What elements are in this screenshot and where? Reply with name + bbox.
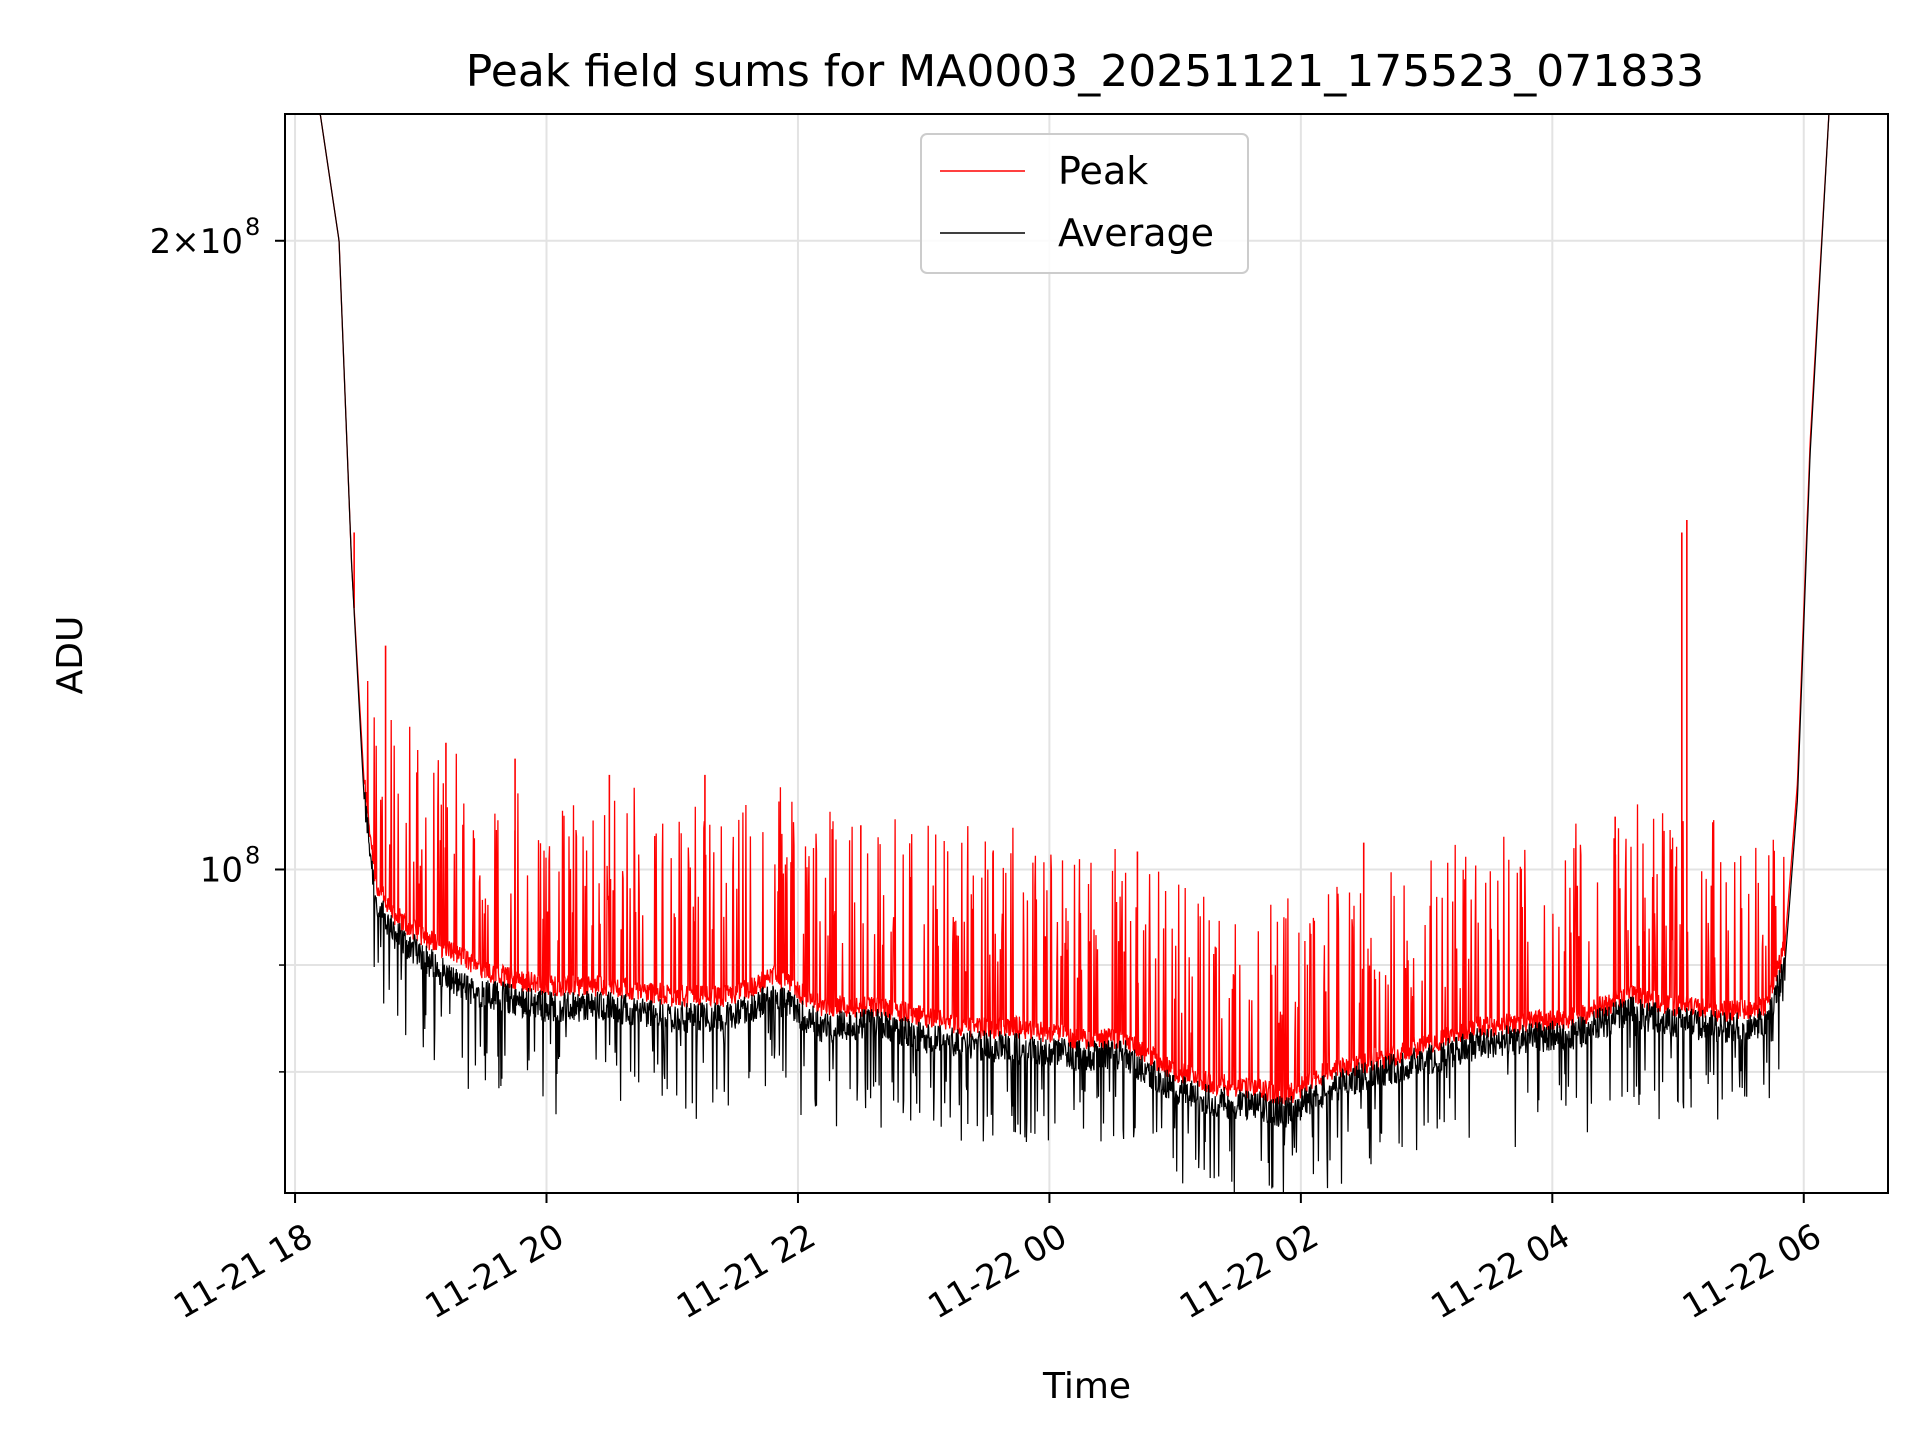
- plot-frame: [284, 113, 1889, 1194]
- y-axis-label: ADU: [50, 616, 91, 695]
- legend-label-peak: Peak: [1058, 149, 1148, 193]
- series-layer: [285, 113, 1888, 1194]
- legend: Peak Average: [920, 133, 1249, 274]
- series-line-peak: [285, 113, 1888, 1105]
- y-tick-label: 10: [200, 850, 243, 890]
- y-axis: 10 82×10 8: [150, 213, 285, 1073]
- y-tick-exponent: 8: [245, 841, 260, 869]
- chart-title: Peak field sums for MA0003_20251121_1755…: [466, 46, 1704, 97]
- legend-box: [920, 133, 1249, 274]
- x-axis-label: Time: [1042, 1366, 1131, 1407]
- legend-label-average: Average: [1058, 211, 1214, 255]
- series-line-average: [285, 113, 1888, 1194]
- y-tick-label: 2×10: [150, 222, 243, 262]
- y-tick-exponent: 8: [245, 213, 260, 241]
